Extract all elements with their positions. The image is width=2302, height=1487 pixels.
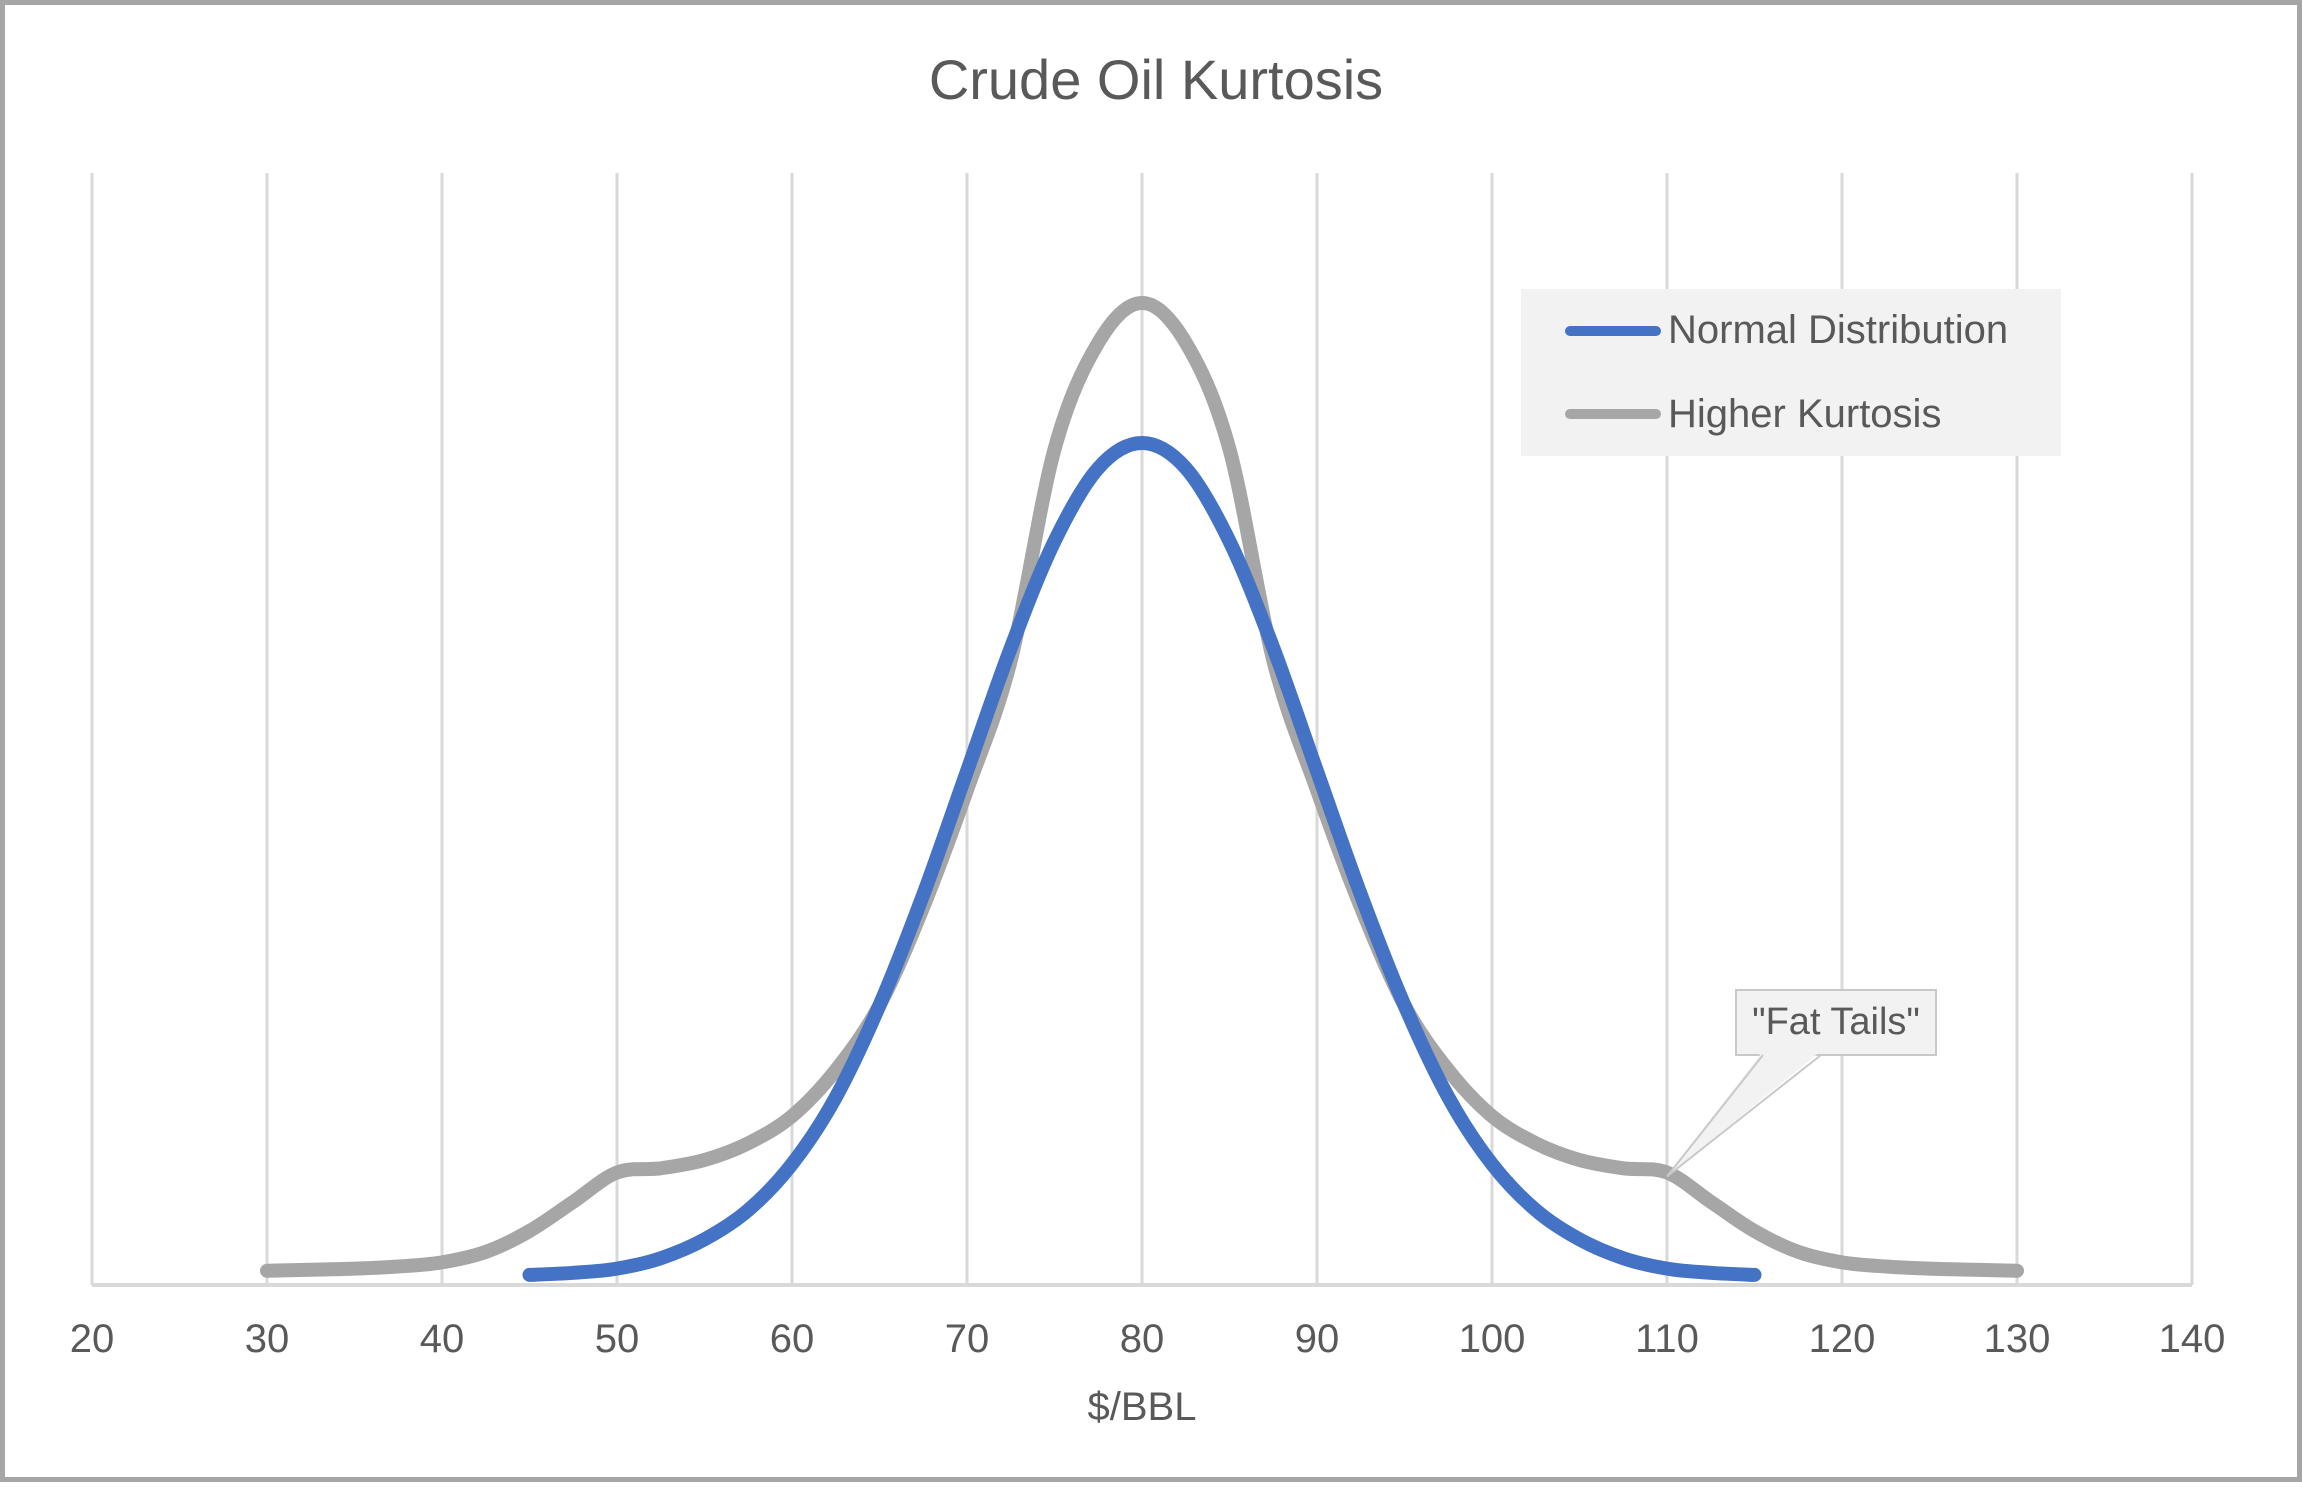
x-tick-label-100: 100: [1458, 1317, 1526, 1361]
x-tick-label-90: 90: [1294, 1317, 1340, 1361]
x-tick-label-60: 60: [769, 1317, 815, 1361]
fat-tails-callout[interactable]: "Fat Tails": [1735, 989, 1937, 1056]
legend-label: Normal Distribution: [1668, 308, 2009, 353]
legend-line-marker: [1565, 325, 1661, 336]
x-tick-label-130: 130: [1983, 1317, 2051, 1361]
legend[interactable]: Normal Distribution Higher Kurtosis: [1521, 289, 2061, 456]
fat-tails-callout-label: "Fat Tails": [1752, 1001, 1920, 1043]
x-tick-label-120: 120: [1808, 1317, 1876, 1361]
legend-line-marker: [1565, 409, 1661, 420]
series-higher-kurtosis[interactable]: [260, 296, 2024, 1278]
x-axis-title: $/BBL: [1087, 1385, 1197, 1429]
legend-entry-higher-kurtosis[interactable]: Higher Kurtosis: [1521, 373, 2061, 457]
x-tick-label-140: 140: [2158, 1317, 2226, 1361]
x-tick-label-30: 30: [244, 1317, 290, 1361]
x-tick-label-70: 70: [944, 1317, 990, 1361]
chart-title: Crude Oil Kurtosis: [928, 48, 1384, 111]
x-tick-label-40: 40: [419, 1317, 465, 1361]
x-tick-label-50: 50: [594, 1317, 640, 1361]
plot-area: [90, 173, 2194, 1287]
legend-label: Higher Kurtosis: [1668, 391, 1942, 436]
legend-entry-normal-distribution[interactable]: Normal Distribution: [1521, 289, 2061, 373]
x-tick-label-80: 80: [1119, 1317, 1165, 1361]
x-tick-label-110: 110: [1635, 1317, 1699, 1361]
series-normal-distribution[interactable]: [522, 436, 1762, 1282]
x-tick-label-20: 20: [69, 1317, 115, 1361]
